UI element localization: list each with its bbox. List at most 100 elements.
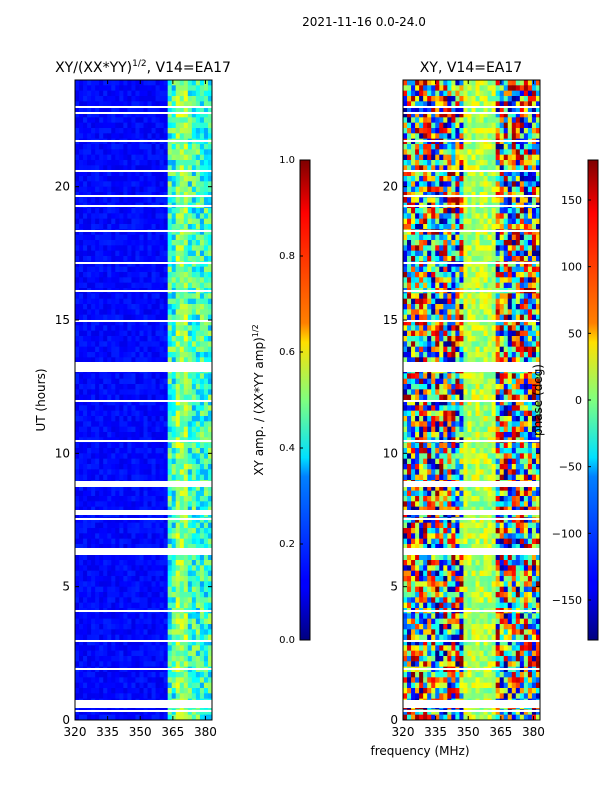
amp-heatmap-cell (95, 576, 100, 582)
amp-heatmap-cell (171, 629, 177, 636)
amp-heatmap-cell (187, 208, 193, 214)
amp-heatmap-cell (175, 373, 181, 380)
amp-heatmap-cell (199, 128, 205, 134)
amp-heatmap-cell (79, 117, 84, 124)
amp-heatmap-cell (139, 570, 145, 577)
amp-heatmap-cell (79, 416, 84, 422)
amp-heatmap-cell (127, 490, 133, 497)
amp-heatmap-cell (135, 186, 141, 193)
amp-heatmap-cell (171, 560, 177, 566)
amp-heatmap-cell (127, 80, 133, 86)
amp-heatmap-cell (87, 85, 92, 92)
amp-heatmap-cell (207, 448, 212, 454)
amp-heatmap-cell (151, 330, 157, 337)
phase-heatmap-cell (519, 96, 525, 102)
amp-heatmap-cell (87, 154, 92, 161)
amp-heatmap-cell (103, 261, 108, 268)
amp-heatmap-cell (95, 410, 100, 417)
amp-heatmap-cell (191, 128, 197, 134)
amp-heatmap-cell (203, 85, 209, 92)
phase-heatmap-cell (487, 144, 493, 150)
phase-heatmap-cell (511, 154, 517, 161)
amp-heatmap-cell (171, 352, 177, 358)
amp-heatmap-cell (115, 485, 120, 492)
phase-heatmap-cell (531, 149, 537, 156)
amp-heatmap-cell (147, 618, 153, 625)
amp-heatmap-cell (171, 346, 177, 353)
phase-heatmap-cell (487, 101, 493, 108)
amp-heatmap-cell (171, 586, 177, 593)
amp-heatmap-cell (127, 336, 133, 342)
phase-heatmap-cell (455, 160, 461, 166)
phase-heatmap-cell (423, 208, 428, 214)
amp-heatmap-cell (207, 160, 212, 166)
amp-heatmap-cell (151, 656, 157, 662)
phase-heatmap-cell (423, 80, 428, 86)
amp-heatmap-cell (115, 128, 120, 134)
amp-heatmap-cell (167, 640, 173, 646)
phase-heatmap-cell (447, 208, 452, 214)
amp-heatmap-cell (163, 330, 169, 337)
amp-heatmap-cell (207, 282, 212, 289)
amp-heatmap-cell (103, 677, 108, 684)
amp-heatmap-cell (107, 469, 112, 476)
amp-heatmap-cell (131, 634, 137, 641)
amp-heatmap-cell (163, 85, 169, 92)
amp-heatmap-cell (203, 122, 209, 129)
phase-heatmap-cell (475, 144, 481, 150)
amp-heatmap-cell (187, 266, 193, 273)
amp-heatmap-cell (207, 261, 212, 268)
amp-heatmap-cell (187, 320, 193, 326)
phase-heatmap-cell (431, 192, 436, 198)
amp-heatmap-cell (139, 213, 145, 220)
amp-heatmap-cell (187, 224, 193, 230)
amp-heatmap-cell (143, 144, 149, 150)
amp-heatmap-cell (111, 645, 116, 652)
phase-heatmap-cell (423, 149, 428, 156)
amp-heatmap-cell (159, 208, 165, 214)
amp-heatmap-cell (167, 394, 173, 401)
amp-heatmap-cell (147, 309, 153, 316)
amp-heatmap-cell (143, 661, 149, 668)
amp-heatmap-cell (79, 421, 84, 428)
amp-heatmap-cell (183, 192, 189, 198)
amp-heatmap-cell (91, 474, 96, 481)
phase-heatmap-cell (483, 96, 489, 102)
amp-heatmap-cell (199, 325, 205, 332)
amp-heatmap-cell (79, 661, 84, 668)
phase-heatmap-cell (515, 128, 521, 134)
amp-heatmap-cell (79, 650, 84, 657)
amp-heatmap-cell (115, 650, 120, 657)
amp-cb-tick-label: 0.0 (279, 635, 295, 646)
amp-heatmap-cell (171, 416, 177, 422)
amp-heatmap-cell (175, 693, 181, 700)
phase-heatmap-cell (507, 133, 513, 140)
amp-heatmap-cell (75, 709, 80, 716)
amp-heatmap-cell (195, 400, 201, 406)
amp-heatmap-cell (91, 330, 96, 337)
amp-heatmap-cell (127, 112, 133, 118)
amp-heatmap-cell (87, 160, 92, 166)
amp-heatmap-cell (187, 90, 193, 97)
phase-heatmap-cell (455, 122, 461, 129)
amp-heatmap-cell (111, 661, 116, 668)
amp-heatmap-cell (139, 693, 145, 700)
amp-heatmap-cell (115, 325, 120, 332)
phase-heatmap-cell (419, 128, 424, 134)
amp-heatmap-cell (195, 416, 201, 422)
amp-heatmap-cell (135, 304, 141, 310)
amp-heatmap-cell (103, 128, 108, 134)
amp-heatmap-cell (119, 576, 124, 582)
amp-heatmap-cell (127, 224, 133, 230)
amp-heatmap-cell (131, 570, 137, 577)
amp-heatmap-cell (75, 688, 80, 694)
amp-heatmap-cell (187, 85, 193, 92)
phase-heatmap-cell (427, 106, 432, 113)
amp-heatmap-cell (171, 245, 177, 252)
amp-heatmap-cell (199, 352, 205, 358)
amp-heatmap-cell (91, 256, 96, 262)
amp-heatmap-cell (163, 501, 169, 508)
amp-heatmap-cell (123, 154, 128, 161)
phase-heatmap-cell (443, 160, 448, 166)
amp-heatmap-cell (127, 672, 133, 678)
